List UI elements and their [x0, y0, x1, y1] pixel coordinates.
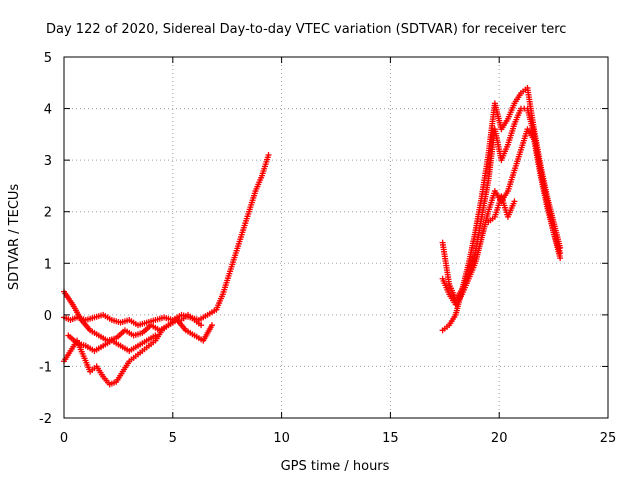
x-axis-title: GPS time / hours [281, 459, 390, 474]
x-tick-label: 25 [600, 431, 617, 446]
x-tick-label: 5 [169, 431, 177, 446]
data-point-track-b [208, 322, 215, 329]
chart-title: Day 122 of 2020, Sidereal Day-to-day VTE… [46, 22, 566, 37]
data-point-track-a [265, 151, 272, 158]
y-tick-label: -2 [39, 412, 52, 427]
x-tick-label: 10 [273, 431, 290, 446]
x-tick-label: 20 [491, 431, 508, 446]
y-tick-label: 2 [44, 206, 52, 221]
y-tick-label: 3 [44, 154, 52, 169]
data-point-track-d [152, 332, 159, 339]
data-point-track-g [557, 244, 564, 251]
y-axis-title: SDTVAR / TECUs [7, 184, 22, 291]
y-tick-label: 5 [44, 51, 52, 66]
x-tick-label: 0 [60, 431, 68, 446]
axes: 0 5 10 15 20 25 -2 -1 0 1 2 3 4 5 [39, 51, 616, 446]
y-tick-label: 1 [44, 257, 52, 272]
y-tick-label: 4 [44, 103, 52, 118]
data-point-track-h [511, 198, 518, 205]
data-point-track-f [557, 255, 564, 262]
x-tick-label: 15 [382, 431, 399, 446]
data-points [61, 84, 564, 388]
data-point-track-c [198, 322, 205, 329]
plot-frame [63, 56, 609, 419]
y-tick-label: 0 [44, 309, 52, 324]
y-tick-label: -1 [39, 360, 52, 375]
